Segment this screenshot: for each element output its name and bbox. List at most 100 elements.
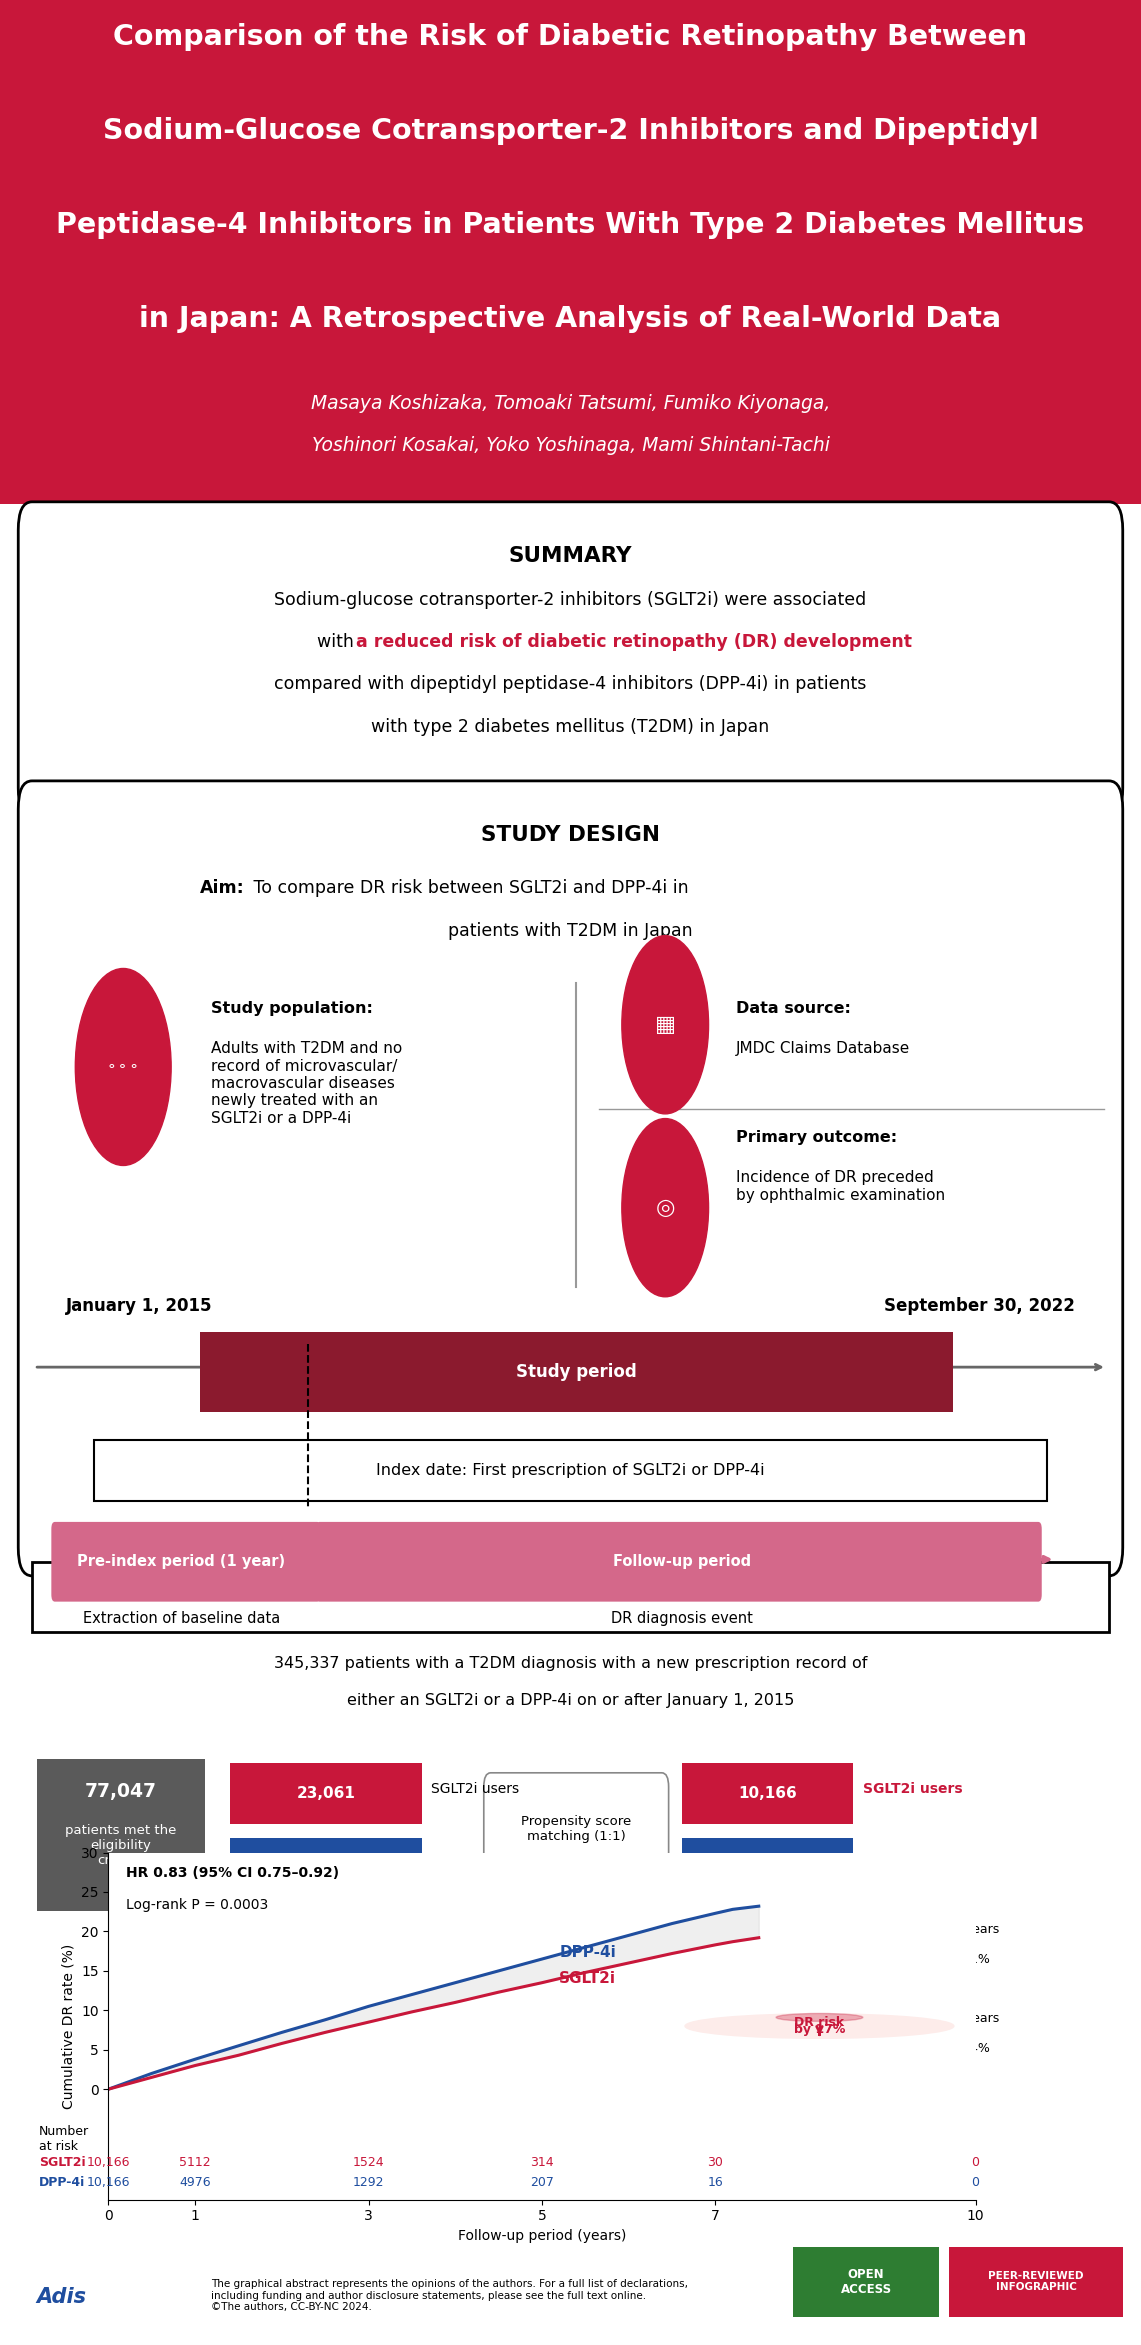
- SGLT2i: [709, 1930, 722, 1958]
- Text: Primary outcome:: Primary outcome:: [736, 1130, 897, 1144]
- FancyBboxPatch shape: [793, 2247, 939, 2317]
- Text: Peptidase-4 Inhibitors in Patients With Type 2 Diabetes Mellitus: Peptidase-4 Inhibitors in Patients With …: [56, 211, 1085, 239]
- Text: 0: 0: [971, 2176, 980, 2188]
- FancyBboxPatch shape: [51, 1522, 321, 1602]
- Text: Incidence of DR preceded
by ophthalmic examination: Incidence of DR preceded by ophthalmic e…: [736, 1170, 945, 1203]
- Text: 4976: 4976: [179, 2176, 211, 2188]
- FancyBboxPatch shape: [949, 2247, 1123, 2317]
- Text: Yoshinori Kosakai, Yoko Yoshinaga, Mami Shintani-Tachi: Yoshinori Kosakai, Yoko Yoshinaga, Mami …: [311, 436, 830, 455]
- Text: Number: Number: [39, 2125, 89, 2139]
- Line: DPP-4i: DPP-4i: [108, 1906, 759, 2089]
- FancyBboxPatch shape: [230, 1838, 422, 1899]
- Text: in Japan: A Retrospective Analysis of Real-World Data: in Japan: A Retrospective Analysis of Re…: [139, 305, 1002, 333]
- DPP-4i: [535, 1944, 549, 1972]
- Text: Pre-index period (1 year): Pre-index period (1 year): [78, 1555, 285, 1569]
- Text: September 30, 2022: September 30, 2022: [884, 1297, 1075, 1316]
- Text: SGLT2i users: SGLT2i users: [431, 1782, 519, 1796]
- Text: Log-rank P = 0.0003: Log-rank P = 0.0003: [126, 1897, 268, 1911]
- DPP-4i: [726, 1895, 739, 1923]
- Text: The graphical abstract represents the opinions of the authors. For a full list o: The graphical abstract represents the op…: [211, 2279, 688, 2312]
- Text: 16: 16: [707, 2176, 723, 2188]
- Text: DPP-4i: DPP-4i: [559, 1944, 616, 1960]
- Text: OPEN
ACCESS: OPEN ACCESS: [841, 2268, 891, 2296]
- FancyBboxPatch shape: [682, 1838, 853, 1899]
- Text: a reduced risk of diabetic retinopathy (DR) development: a reduced risk of diabetic retinopathy (…: [356, 633, 912, 652]
- FancyBboxPatch shape: [18, 781, 1123, 1576]
- Text: Propensity score
matching (1:1): Propensity score matching (1:1): [521, 1815, 631, 1843]
- Circle shape: [75, 968, 171, 1165]
- DPP-4i: [752, 1892, 766, 1921]
- Text: DPP-4i users: DPP-4i users: [431, 1857, 518, 1871]
- DPP-4i: [275, 2019, 289, 2047]
- Text: 0: 0: [971, 2157, 980, 2169]
- SGLT2i: [119, 2071, 132, 2099]
- Text: Follow-up period: Follow-up period: [613, 1555, 751, 1569]
- Text: patients met the
eligibility
criteria: patients met the eligibility criteria: [65, 1824, 177, 1867]
- DPP-4i: [145, 2059, 159, 2087]
- DPP-4i: [448, 1970, 462, 1998]
- FancyBboxPatch shape: [0, 0, 1141, 504]
- DPP-4i: [622, 1921, 636, 1949]
- Text: 23,061: 23,061: [297, 1787, 356, 1801]
- SGLT2i: [318, 2019, 332, 2047]
- Text: Aim:: Aim:: [200, 879, 244, 898]
- Text: compared with dipeptidyl peptidase-4 inhibitors (DPP-4i) in patients: compared with dipeptidyl peptidase-4 inh…: [274, 675, 867, 694]
- DPP-4i: [188, 2045, 202, 2073]
- Text: Index date: First prescription of SGLT2i or DPP-4i: Index date: First prescription of SGLT2i…: [377, 1463, 764, 1477]
- Text: 207: 207: [531, 2176, 553, 2188]
- FancyBboxPatch shape: [18, 502, 1123, 816]
- FancyBboxPatch shape: [32, 1562, 1109, 1632]
- Text: To compare DR risk between SGLT2i and DPP-4i in: To compare DR risk between SGLT2i and DP…: [248, 879, 688, 898]
- Text: PEER-REVIEWED
INFOGRAPHIC: PEER-REVIEWED INFOGRAPHIC: [988, 2270, 1084, 2293]
- Text: 10,166: 10,166: [738, 1787, 798, 1801]
- Text: 1524: 1524: [353, 2157, 385, 2169]
- SGLT2i: [188, 2052, 202, 2080]
- DPP-4i: [492, 1956, 505, 1984]
- FancyBboxPatch shape: [200, 1332, 953, 1412]
- Text: by 17%: by 17%: [794, 2024, 845, 2035]
- Text: SGLT2i: SGLT2i: [39, 2157, 86, 2169]
- Text: HR 0.83 (95% CI 0.75–0.92): HR 0.83 (95% CI 0.75–0.92): [126, 1867, 339, 1881]
- Text: SGLT2i: SGLT2i: [559, 1970, 616, 1986]
- Text: Mean age: 50.4 years
Male: 80.2%
Mean HbA1c: 7.71%: Mean age: 50.4 years Male: 80.2% Mean Hb…: [863, 1923, 998, 1965]
- Text: Study period: Study period: [516, 1362, 637, 1381]
- Text: DR diagnosis event: DR diagnosis event: [610, 1611, 753, 1625]
- Text: 314: 314: [531, 2157, 553, 2169]
- Text: ▦: ▦: [655, 1015, 675, 1034]
- Text: either an SGLT2i or a DPP-4i on or after January 1, 2015: either an SGLT2i or a DPP-4i on or after…: [347, 1693, 794, 1707]
- FancyBboxPatch shape: [94, 1440, 1047, 1501]
- Text: Data source:: Data source:: [736, 1001, 851, 1015]
- SGLT2i: [145, 2064, 159, 2092]
- Text: RESULTS: RESULTS: [518, 1576, 623, 1597]
- FancyBboxPatch shape: [230, 1763, 422, 1824]
- Y-axis label: Cumulative DR rate (%): Cumulative DR rate (%): [62, 1944, 75, 2108]
- Text: January 1, 2015: January 1, 2015: [66, 1297, 212, 1316]
- SGLT2i: [232, 2040, 245, 2068]
- Circle shape: [622, 1119, 709, 1297]
- DPP-4i: [119, 2068, 132, 2096]
- SGLT2i: [492, 1979, 505, 2007]
- Circle shape: [685, 2014, 954, 2038]
- DPP-4i: [232, 2031, 245, 2059]
- Text: Sodium-glucose cotransporter-2 inhibitors (SGLT2i) were associated: Sodium-glucose cotransporter-2 inhibitor…: [274, 591, 867, 610]
- SGLT2i: [578, 1958, 592, 1986]
- FancyBboxPatch shape: [484, 1773, 669, 1885]
- Text: at risk: at risk: [39, 2141, 78, 2153]
- Circle shape: [622, 936, 709, 1114]
- Text: 10,166: 10,166: [738, 1862, 798, 1876]
- Text: 53,986: 53,986: [297, 1862, 356, 1876]
- Text: 10,166: 10,166: [87, 2157, 130, 2169]
- SGLT2i: [535, 1970, 549, 1998]
- Text: SUMMARY: SUMMARY: [509, 546, 632, 567]
- Text: ⚬⚬⚬: ⚬⚬⚬: [106, 1060, 140, 1074]
- Text: Extraction of baseline data: Extraction of baseline data: [83, 1611, 280, 1625]
- FancyBboxPatch shape: [37, 1759, 205, 1911]
- Text: 30: 30: [707, 2157, 723, 2169]
- SGLT2i: [275, 2028, 289, 2057]
- DPP-4i: [665, 1909, 679, 1937]
- Text: 77,047: 77,047: [84, 1782, 157, 1801]
- DPP-4i: [102, 2075, 115, 2103]
- SGLT2i: [405, 1998, 419, 2026]
- DPP-4i: [405, 1982, 419, 2010]
- FancyBboxPatch shape: [316, 1522, 1042, 1602]
